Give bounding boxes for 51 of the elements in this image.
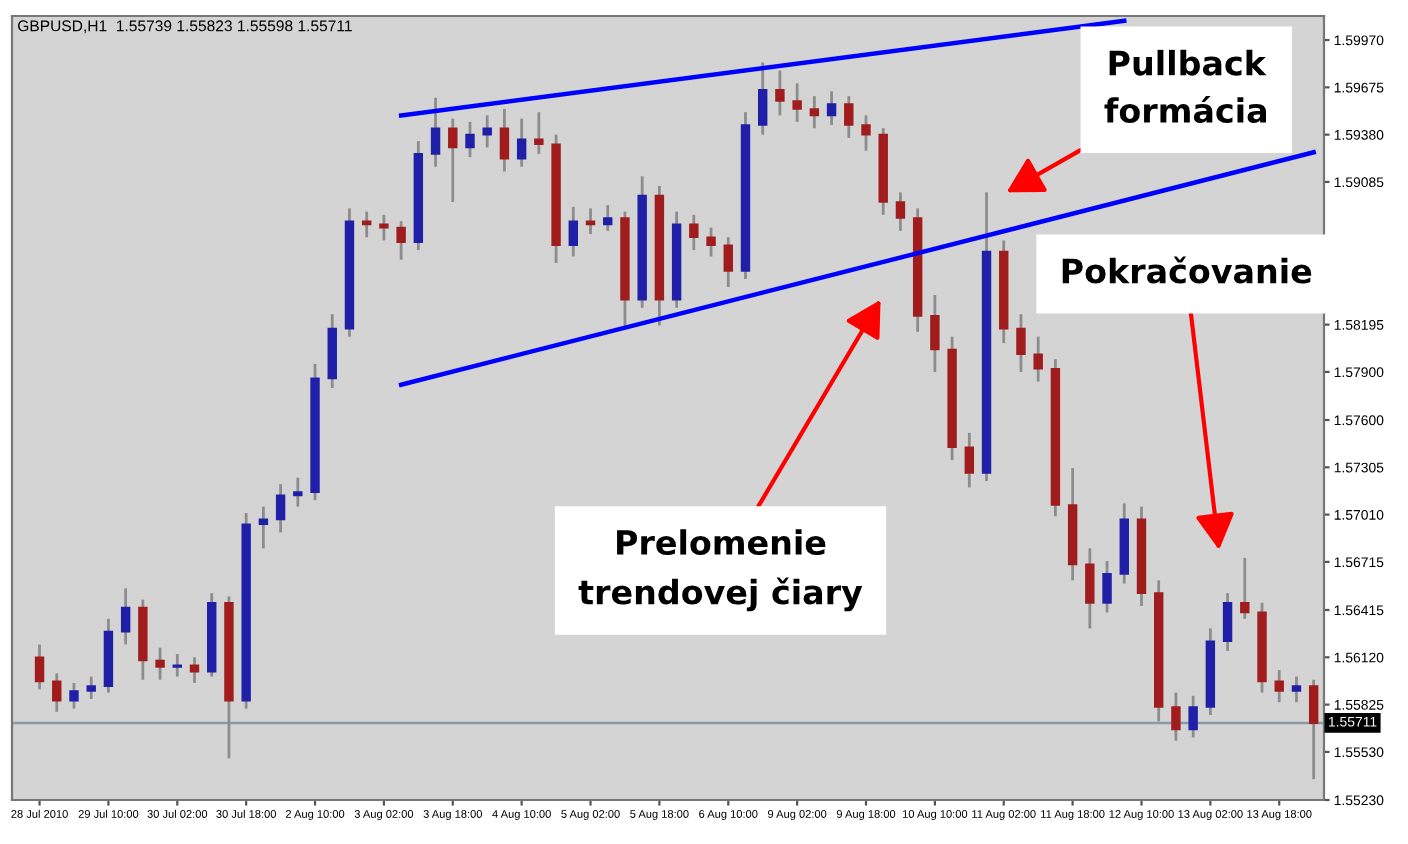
candlestick (930, 293, 940, 374)
candlestick (757, 61, 768, 137)
candlestick (379, 213, 389, 242)
candlestick (844, 94, 854, 140)
candlestick (706, 226, 716, 258)
candlestick (1274, 668, 1284, 704)
candlestick (792, 81, 802, 124)
candlestick (689, 213, 699, 252)
candlestick (120, 586, 131, 646)
candlestick (275, 482, 286, 534)
annotation: Pullback formácia (1104, 49, 1267, 124)
candlestick (86, 675, 96, 701)
candlestick (1102, 559, 1112, 614)
candlestick (826, 89, 837, 127)
candlestick (1085, 546, 1095, 630)
candlestick (69, 681, 79, 710)
candlestick (155, 646, 165, 682)
candlestick (52, 671, 62, 714)
candlestick (775, 69, 785, 117)
candlestick (809, 94, 820, 130)
candlestick (861, 114, 871, 153)
candlestick (34, 643, 45, 691)
candlestick (895, 190, 906, 233)
candlestick (1222, 591, 1233, 653)
candlestick (1188, 694, 1198, 739)
candlestick (516, 117, 527, 169)
candlestick (258, 505, 269, 550)
candlestick (1171, 691, 1181, 743)
candlestick (585, 207, 596, 236)
annotation: Pokračovanie (1062, 256, 1312, 284)
candlestick (1308, 678, 1319, 781)
candlestick (964, 431, 975, 489)
candlestick (1240, 556, 1250, 621)
candlestick (465, 120, 475, 159)
candlestick (1016, 312, 1026, 374)
candlestick (534, 110, 544, 156)
candlestick (172, 652, 183, 678)
candlestick (396, 219, 406, 262)
candlestick (723, 235, 733, 289)
candlestick (189, 655, 200, 685)
candlestick (568, 205, 579, 258)
candlestick (430, 96, 441, 169)
candlestick (482, 114, 492, 149)
candlestick (1291, 675, 1302, 704)
candlestick (603, 203, 613, 233)
candlestick (1033, 335, 1043, 383)
candlestick (499, 107, 510, 173)
candlestick (448, 117, 458, 204)
candlestick (361, 210, 372, 239)
annotation: Prelomenie trendovej čiary (578, 529, 863, 612)
candlestick (293, 476, 303, 508)
